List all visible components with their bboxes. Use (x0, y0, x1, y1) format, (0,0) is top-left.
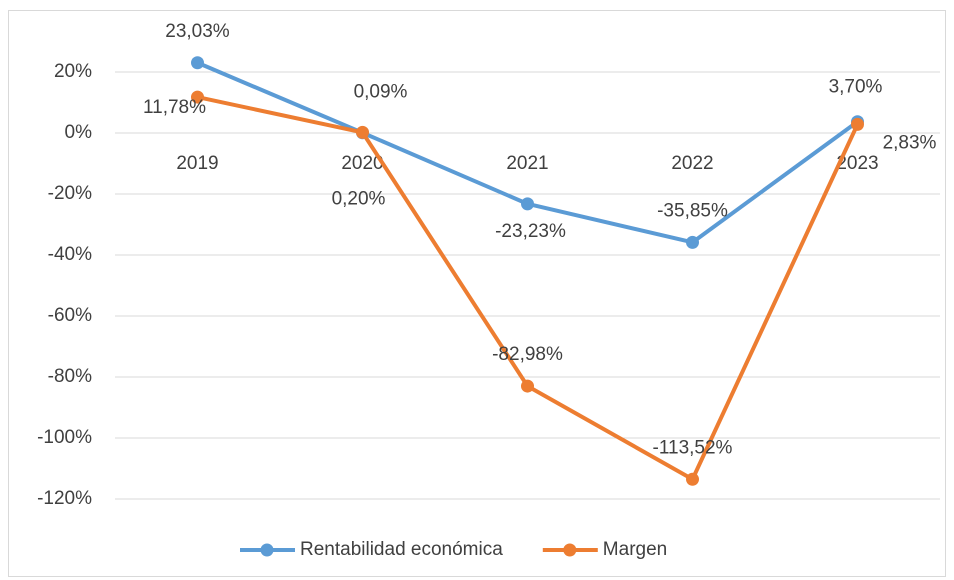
data-label: 2,83% (883, 132, 937, 153)
x-tick-label: 2021 (506, 153, 548, 174)
data-point (686, 472, 699, 486)
chart-border (8, 10, 946, 577)
y-tick-label: -80% (48, 366, 92, 387)
data-label: 23,03% (165, 21, 230, 42)
data-point (191, 90, 204, 104)
legend-marker (563, 543, 577, 557)
legend-label: Margen (603, 539, 667, 560)
x-tick-label: 2019 (176, 153, 218, 174)
x-tick-label: 2023 (836, 153, 878, 174)
y-tick-label: -120% (37, 488, 92, 509)
data-label: 11,78% (143, 97, 206, 118)
data-point (356, 125, 369, 139)
x-tick-label: 2022 (671, 153, 713, 174)
data-label: -35,85% (657, 200, 728, 221)
y-tick-label: -100% (37, 427, 92, 448)
data-label: 0,20% (332, 188, 386, 209)
x-tick-label: 2020 (341, 153, 383, 174)
data-point (521, 379, 534, 393)
data-label: -23,23% (495, 221, 566, 242)
data-point (851, 117, 864, 131)
data-label: -113,52% (653, 437, 733, 458)
legend-marker (260, 543, 274, 557)
data-label: -82,98% (492, 344, 563, 365)
y-tick-label: -60% (48, 305, 92, 326)
y-tick-label: -20% (48, 183, 92, 204)
data-label: 0,09% (354, 82, 408, 103)
data-point (521, 197, 534, 211)
y-tick-label: -40% (48, 244, 92, 265)
legend-label: Rentabilidad económica (300, 539, 503, 560)
data-point (191, 56, 204, 70)
y-tick-label: 0% (65, 122, 93, 143)
data-label: 3,70% (829, 77, 883, 98)
y-tick-label: 20% (54, 61, 92, 82)
data-point (686, 235, 699, 249)
